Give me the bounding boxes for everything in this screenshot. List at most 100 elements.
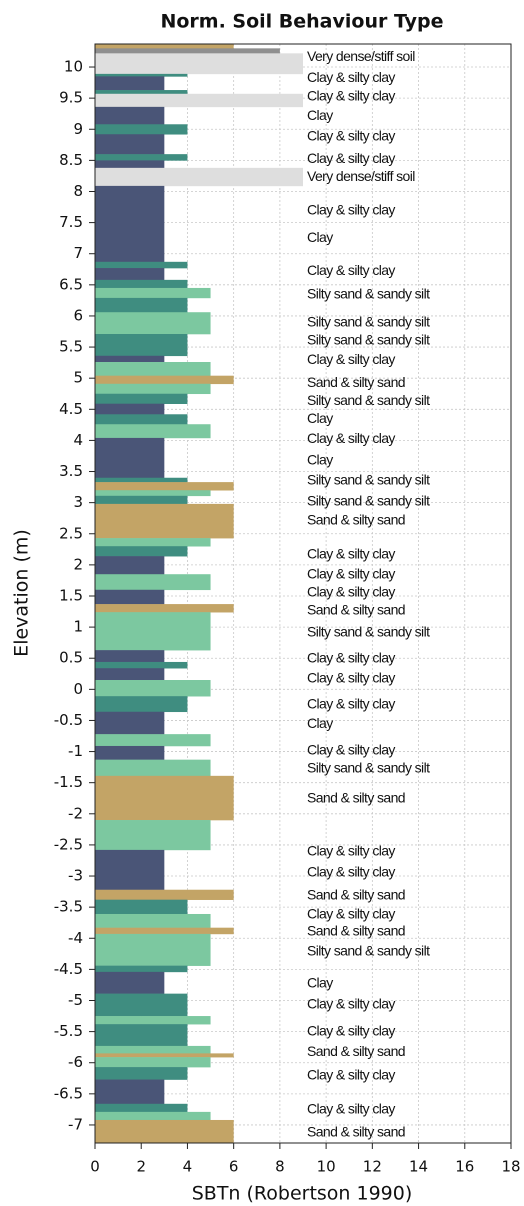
soil-annotation: Clay & silty clay bbox=[307, 88, 395, 104]
soil-layer bbox=[95, 1045, 211, 1054]
soil-layer bbox=[95, 1053, 234, 1058]
soil-layer bbox=[95, 775, 234, 821]
soil-layer bbox=[95, 680, 211, 697]
soil-layer bbox=[95, 154, 188, 161]
soil-layer bbox=[95, 1119, 234, 1144]
soil-annotation: Sand & silty sand bbox=[307, 602, 405, 618]
y-tick-label: 4 bbox=[73, 431, 83, 449]
y-tick-label: -2 bbox=[68, 804, 83, 822]
soil-layer bbox=[95, 696, 188, 713]
y-tick-label: -4 bbox=[68, 929, 83, 947]
y-tick-label: -1 bbox=[68, 742, 83, 760]
y-tick-label: 9 bbox=[73, 120, 83, 138]
y-tick-label: 5.5 bbox=[59, 338, 83, 356]
soil-annotation: Silty sand & sandy silt bbox=[307, 332, 430, 348]
soil-annotation: Clay bbox=[307, 410, 333, 426]
soil-layer bbox=[95, 279, 188, 289]
soil-annotation: Clay & silty clay bbox=[307, 150, 395, 166]
soil-annotation: Clay & silty clay bbox=[307, 1101, 395, 1117]
y-tick-label: 0 bbox=[73, 680, 83, 698]
y-tick-label: -6.5 bbox=[54, 1084, 83, 1102]
soil-annotation: Silty sand & sandy silt bbox=[307, 472, 430, 488]
soil-annotation: Silty sand & sandy silt bbox=[307, 493, 430, 509]
soil-layer bbox=[95, 93, 303, 108]
y-tick-label: 7 bbox=[73, 244, 83, 262]
x-tick-label: 6 bbox=[229, 1158, 239, 1176]
soil-annotation: Sand & silty sand bbox=[307, 790, 405, 806]
soil-layer bbox=[95, 889, 234, 900]
soil-annotation: Clay & silty clay bbox=[307, 650, 395, 666]
y-tick-label: -3.5 bbox=[54, 898, 83, 916]
y-tick-label: 2.5 bbox=[59, 524, 83, 542]
soil-layer bbox=[95, 612, 211, 651]
soil-layer bbox=[95, 287, 211, 299]
soil-annotation: Silty sand & sandy silt bbox=[307, 943, 430, 959]
soil-layer bbox=[95, 268, 165, 281]
y-tick-label: -4.5 bbox=[54, 960, 83, 978]
soil-layer bbox=[95, 437, 165, 479]
y-tick-label: -1.5 bbox=[54, 773, 83, 791]
y-tick-label: 10 bbox=[64, 58, 83, 76]
x-tick-label: 0 bbox=[90, 1158, 100, 1176]
y-tick-label: -7 bbox=[68, 1115, 83, 1133]
soil-layer bbox=[95, 124, 188, 135]
y-tick-label: 0.5 bbox=[59, 649, 83, 667]
soil-layer bbox=[95, 927, 234, 935]
soil-annotation: Clay & silty clay bbox=[307, 864, 395, 880]
soil-annotation: Silty sand & sandy silt bbox=[307, 392, 430, 408]
soil-annotation: Clay & silty clay bbox=[307, 996, 395, 1012]
soil-annotation: Clay & silty clay bbox=[307, 566, 395, 582]
y-tick-label: -0.5 bbox=[54, 711, 83, 729]
x-tick-label: 8 bbox=[275, 1158, 285, 1176]
soil-annotation: Clay & silty clay bbox=[307, 1066, 395, 1082]
soil-layer bbox=[95, 965, 188, 973]
soil-layer bbox=[95, 1016, 211, 1025]
soil-layer bbox=[95, 261, 188, 269]
soil-annotation: Sand & silty sand bbox=[307, 1043, 405, 1059]
soil-layer bbox=[95, 106, 165, 125]
soil-layer bbox=[95, 90, 188, 95]
y-tick-label: -5.5 bbox=[54, 1022, 83, 1040]
x-tick-label: 12 bbox=[363, 1158, 382, 1176]
x-tick-label: 14 bbox=[409, 1158, 428, 1176]
soil-layer bbox=[95, 44, 234, 49]
soil-layer bbox=[95, 899, 188, 915]
soil-layer bbox=[95, 477, 188, 483]
x-axis-label: SBTn (Robertson 1990) bbox=[192, 1183, 413, 1205]
soil-layer bbox=[95, 1057, 211, 1068]
soil-annotation: Clay & silty clay bbox=[307, 127, 395, 143]
soil-layer bbox=[95, 1079, 165, 1105]
soil-layer bbox=[95, 424, 211, 439]
y-tick-label: 9.5 bbox=[59, 89, 83, 107]
soil-annotation: Sand & silty sand bbox=[307, 887, 405, 903]
soil-annotation: Silty sand & sandy silt bbox=[307, 623, 430, 639]
y-tick-label: 6.5 bbox=[59, 275, 83, 293]
soil-layer bbox=[95, 734, 211, 747]
soil-layer bbox=[95, 1111, 211, 1121]
soil-layer bbox=[95, 185, 165, 263]
soil-layer bbox=[95, 820, 211, 851]
soil-layer bbox=[95, 745, 165, 760]
soil-annotation: Clay & silty clay bbox=[307, 669, 395, 685]
y-tick-label: 4.5 bbox=[59, 400, 83, 418]
soil-annotation: Clay & silty clay bbox=[307, 696, 395, 712]
soil-layer bbox=[95, 375, 234, 385]
x-tick-label: 4 bbox=[183, 1158, 193, 1176]
soil-layer bbox=[95, 913, 211, 928]
soil-layer bbox=[95, 1067, 188, 1080]
soil-layer bbox=[95, 73, 188, 77]
soil-annotation: Clay & silty clay bbox=[307, 262, 395, 278]
soil-layer bbox=[95, 355, 165, 363]
y-axis-label: Elevation (m) bbox=[11, 529, 33, 657]
soil-annotation: Clay & silty clay bbox=[307, 742, 395, 758]
soil-annotation: Clay bbox=[307, 107, 333, 123]
soil-layer bbox=[95, 297, 188, 313]
y-tick-label: 3.5 bbox=[59, 462, 83, 480]
soil-annotation: Clay & silty clay bbox=[307, 351, 395, 367]
chart-title: Norm. Soil Behaviour Type bbox=[160, 11, 443, 33]
y-tick-label: 3 bbox=[73, 493, 83, 511]
soil-layer bbox=[95, 167, 303, 187]
soil-annotation: Silty sand & sandy silt bbox=[307, 285, 430, 301]
soil-annotation: Clay & silty clay bbox=[307, 201, 395, 217]
soil-layer bbox=[95, 495, 188, 505]
